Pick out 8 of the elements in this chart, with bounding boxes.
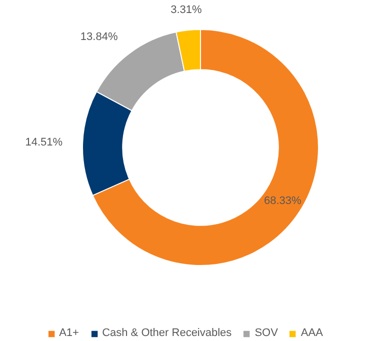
legend-label: SOV	[254, 327, 278, 339]
legend-label: A1+	[59, 327, 80, 339]
data-label: 13.84%	[80, 30, 118, 43]
data-label: 3.31%	[170, 4, 202, 16]
legend-label: AAA	[300, 327, 323, 339]
data-label: 68.33%	[264, 194, 302, 207]
legend-label: Cash & Other Receivables	[102, 327, 232, 339]
data-label: 14.51%	[25, 136, 63, 148]
